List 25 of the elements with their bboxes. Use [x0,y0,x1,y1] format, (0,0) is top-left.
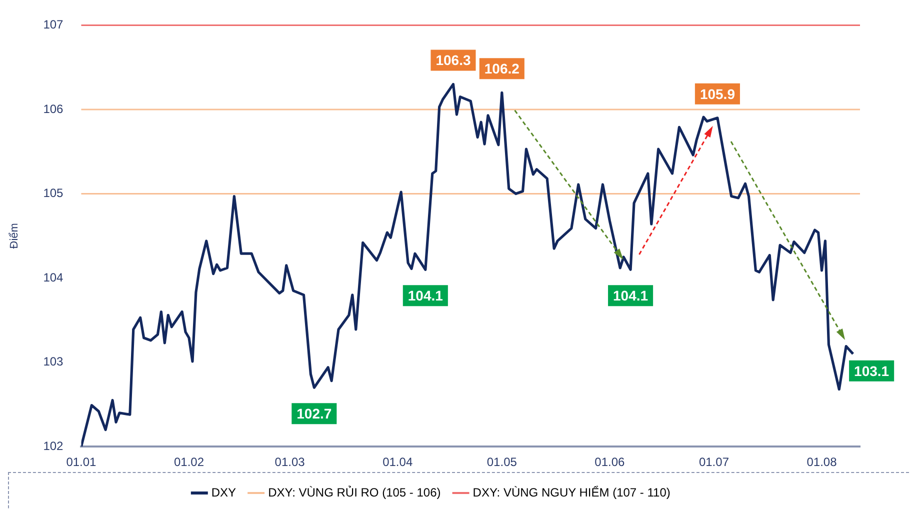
y-tick-label: 106 [43,102,64,116]
x-tick-label: 01.01 [66,455,97,470]
legend-label: DXY: VÙNG NGUY HIỂM (107 - 110) [472,485,670,500]
x-tick-label: 01.05 [486,455,518,470]
y-tick-label: 107 [43,18,64,32]
y-tick-label: 103 [43,354,64,369]
y-axis-title: Điểm [8,223,21,249]
annotation: 105.9 [700,86,736,102]
y-tick-label: 105 [43,186,64,200]
y-tick-label: 104 [43,270,64,284]
annotation: 103.1 [854,362,890,379]
annotation: 104.1 [613,287,648,304]
annotation: 106.2 [484,60,520,76]
x-tick-label: 01.06 [594,455,626,470]
x-tick-label: 01.07 [698,455,730,470]
annotation: 102.7 [296,405,332,422]
x-tick-label: 01.03 [274,455,306,470]
x-tick-label: 01.08 [806,455,838,470]
annotation: 106.3 [436,52,471,68]
legend-label: DXY [211,485,236,500]
x-tick-label: 01.02 [174,455,204,470]
x-tick-label: 01.04 [382,455,413,470]
y-tick-label: 102 [43,438,64,453]
legend-label: DXY: VÙNG RỦI RO (105 - 106) [268,485,441,500]
annotation: 104.1 [408,287,444,304]
